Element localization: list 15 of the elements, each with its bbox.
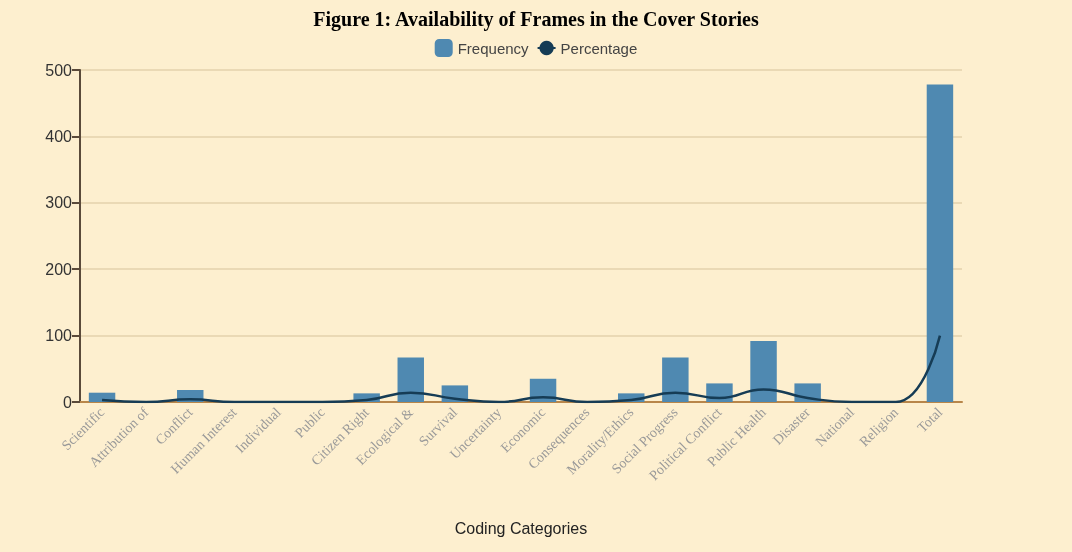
y-tick-label: 0 [63,393,73,411]
y-tick-label: 200 [45,260,73,278]
x-axis-title: Coding Categories [454,519,588,537]
y-tick-label: 100 [45,327,73,345]
y-tick-label: 500 [45,61,73,79]
legend-label: Percentage [560,39,638,57]
legend-label: Frequency [457,39,530,57]
bar [750,340,777,402]
chart-title: Figure 1: Availability of Frames in the Cover Stories [313,8,759,31]
bar [662,357,689,402]
y-tick-label: 300 [45,194,73,212]
bar [926,84,954,402]
bar [397,357,424,402]
line-series [100,334,942,404]
y-tick-label: 400 [45,127,73,145]
